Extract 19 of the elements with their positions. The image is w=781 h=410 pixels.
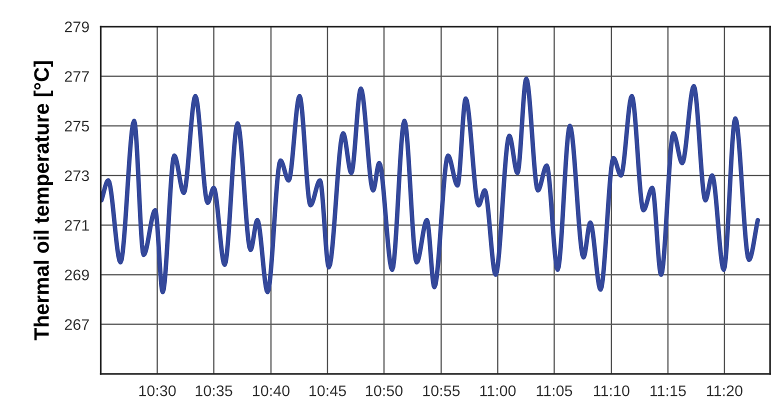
x-tick-label: 10:30 (139, 385, 176, 396)
x-tick-label: 11:20 (707, 385, 742, 396)
x-tick-label: 11:10 (594, 385, 630, 396)
y-axis-title: Thermal oil temperature [°C] (34, 61, 54, 340)
y-tick-label: 277 (64, 71, 89, 82)
y-tick-label: 271 (64, 220, 89, 231)
y-tick-label: 269 (64, 270, 89, 280)
y-tick-label: 279 (64, 22, 89, 32)
y-tick-label: 267 (64, 319, 89, 330)
x-tick-label: 11:05 (536, 385, 572, 396)
y-tick-label: 273 (64, 170, 89, 182)
x-tick-label: 11:00 (480, 385, 516, 396)
x-tick-label: 10:35 (196, 385, 232, 396)
x-tick-label: 10:45 (310, 385, 346, 396)
x-tick-label: 11:15 (650, 386, 686, 396)
x-tick-label: 10:50 (366, 385, 403, 396)
x-tick-label: 10:55 (423, 385, 460, 396)
x-tick-label: 10:40 (253, 385, 290, 396)
y-tick-label: 275 (64, 120, 89, 132)
